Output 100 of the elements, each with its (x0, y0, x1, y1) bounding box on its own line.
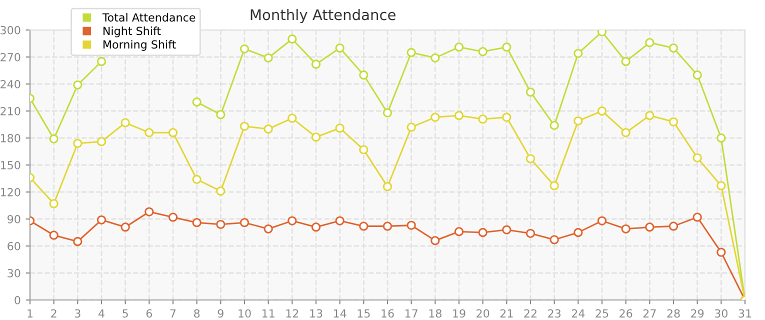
x-tick-label: 7 (170, 309, 176, 318)
point (168, 212, 178, 222)
point (311, 222, 321, 232)
point (716, 248, 726, 257)
point (240, 44, 250, 54)
point (574, 116, 583, 126)
legend-label: Total Attendance (102, 13, 196, 22)
point (120, 222, 130, 232)
point (73, 138, 82, 148)
x-tick-label: 2 (51, 309, 56, 318)
point (502, 225, 512, 234)
point (406, 122, 416, 132)
point (311, 132, 321, 142)
point (597, 106, 607, 116)
point (168, 128, 178, 138)
point (478, 228, 488, 238)
y-tick-label: 30 (8, 268, 20, 278)
legend-label: Morning Shift (104, 40, 176, 51)
point (96, 137, 106, 146)
point (192, 174, 202, 184)
point (216, 186, 226, 196)
point (621, 56, 630, 66)
point (454, 42, 464, 52)
y-tick-label: 150 (0, 160, 20, 170)
point (430, 53, 440, 62)
point (216, 110, 226, 120)
point (406, 48, 416, 58)
point (645, 38, 654, 48)
point (335, 124, 344, 133)
point (288, 114, 297, 123)
point (144, 128, 154, 138)
point (73, 80, 82, 90)
point (526, 88, 536, 97)
x-tick-label: 11 (262, 309, 274, 318)
point (430, 236, 440, 246)
point (144, 207, 154, 216)
x-tick-label: 23 (548, 309, 561, 318)
x-tick-label: 19 (453, 309, 466, 318)
point (621, 128, 630, 138)
point (597, 216, 607, 226)
point (478, 114, 488, 124)
x-tick-label: 12 (286, 309, 298, 318)
x-tick-label: 27 (643, 309, 656, 318)
point (192, 97, 202, 107)
x-tick-label: 4 (98, 309, 104, 318)
y-tick-label: 300 (0, 26, 20, 34)
point (264, 224, 273, 234)
point (216, 220, 226, 229)
y-tick-label: 120 (0, 188, 20, 196)
point (382, 222, 392, 231)
point (716, 181, 726, 190)
x-tick-label: 8 (194, 309, 200, 318)
point (692, 70, 702, 80)
point (454, 110, 464, 120)
point (49, 199, 58, 208)
point (645, 222, 654, 232)
point (526, 228, 536, 238)
x-tick-label: 22 (524, 309, 536, 318)
point (668, 222, 678, 231)
point (192, 218, 202, 228)
x-tick-label: 13 (310, 309, 322, 318)
point (692, 212, 702, 222)
point (288, 216, 297, 226)
y-tick-label: 90 (8, 214, 20, 224)
x-tick-label: 29 (691, 309, 704, 318)
y-tick-label: 0 (14, 296, 20, 304)
point (120, 118, 130, 128)
legend-label: Night Shift (104, 26, 161, 38)
x-tick-label: 10 (238, 309, 251, 318)
point (311, 60, 321, 69)
point (359, 145, 368, 154)
point (478, 47, 488, 56)
x-tick-label: 21 (500, 309, 513, 318)
point (502, 112, 512, 122)
y-tick-label: 210 (0, 106, 20, 116)
point (574, 48, 583, 58)
point (382, 182, 392, 192)
point (359, 222, 368, 231)
x-tick-label: 6 (146, 309, 152, 318)
x-tick-label: 16 (382, 309, 394, 318)
point (96, 56, 106, 66)
point (526, 154, 536, 164)
x-tick-label: 18 (429, 309, 442, 318)
x-tick-label: 24 (572, 309, 585, 318)
x-tick-label: 25 (596, 309, 608, 318)
point (645, 110, 654, 120)
point (716, 133, 726, 143)
point (240, 218, 250, 228)
point (692, 153, 702, 162)
point (502, 42, 512, 52)
point (668, 43, 678, 53)
x-tick-label: 5 (122, 309, 128, 318)
point (264, 124, 273, 134)
point (668, 117, 678, 126)
point (454, 227, 464, 236)
x-tick-label: 3 (74, 309, 80, 318)
x-tick-label: 31 (738, 309, 752, 318)
x-tick-label: 15 (358, 309, 370, 318)
point (49, 230, 58, 240)
point (550, 235, 559, 244)
